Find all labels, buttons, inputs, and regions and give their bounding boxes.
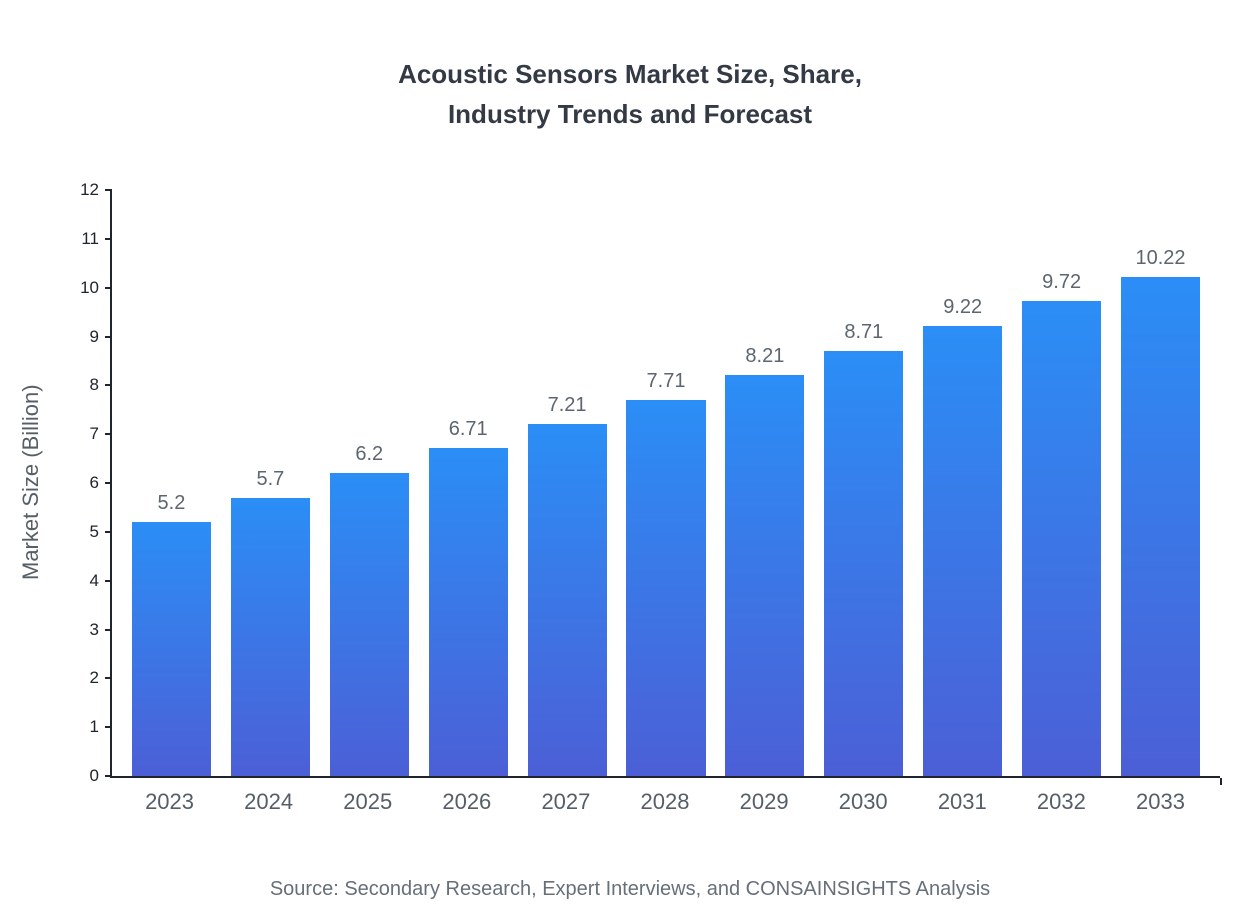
bar-value-label: 7.21	[547, 393, 587, 416]
bar-slot-2028: 7.71	[617, 190, 716, 776]
y-tick-mark	[105, 482, 112, 484]
y-tick-label: 10	[80, 277, 99, 297]
y-tick-7: 7	[75, 424, 112, 444]
bar-rect-2029	[725, 375, 805, 776]
bar-slot-2033: 10.22	[1111, 190, 1210, 776]
x-tick-label-2024: 2024	[244, 789, 294, 814]
y-tick-0: 0	[75, 766, 112, 786]
y-tick-9: 9	[75, 327, 112, 347]
y-tick-11: 11	[75, 229, 112, 249]
bar-rect-2028	[626, 399, 706, 776]
y-tick-3: 3	[75, 620, 112, 640]
x-tick-label-2033: 2033	[1136, 789, 1185, 814]
bar-slot-2032: 9.72	[1012, 190, 1111, 776]
bar-slot-2027: 7.21	[518, 190, 617, 776]
y-tick-label: 0	[89, 766, 99, 785]
bar-rect-2024	[230, 497, 310, 776]
bar-rect-2033	[1120, 276, 1201, 776]
y-tick-4: 4	[75, 571, 112, 591]
y-tick-label: 7	[89, 424, 99, 444]
y-tick-label: 5	[89, 521, 99, 541]
bar-rect-2032	[1022, 301, 1102, 776]
y-tick-mark	[105, 726, 112, 729]
y-tick-mark	[105, 579, 112, 582]
x-tick-label-2023: 2023	[145, 789, 195, 814]
source-note: Source: Secondary Research, Expert Inter…	[269, 878, 991, 900]
y-tick-label: 9	[89, 326, 99, 346]
y-tick-1: 1	[75, 717, 112, 737]
y-tick-10: 10	[75, 278, 112, 298]
bar-rect-2031	[923, 325, 1003, 776]
y-tick-5: 5	[75, 522, 112, 542]
y-tick-label: 3	[89, 619, 99, 639]
y-tick-mark	[105, 335, 112, 338]
y-tick-mark	[105, 433, 112, 436]
x-tick-label-2028: 2028	[640, 789, 690, 814]
bar-value-label: 6.2	[355, 443, 384, 466]
bar-value-label: 7.71	[646, 369, 686, 392]
bar-value-label: 9.72	[1042, 271, 1082, 294]
y-tick-12: 12	[75, 180, 112, 200]
y-tick-label: 12	[80, 180, 99, 199]
y-tick-mark	[105, 628, 112, 631]
x-tick-label-2030: 2030	[838, 789, 888, 814]
y-tick-label: 8	[89, 375, 99, 395]
x-tick-label-2025: 2025	[343, 789, 393, 814]
bar-slot-2023: 5.2	[122, 190, 221, 776]
y-tick-label: 11	[81, 228, 99, 248]
bar-slot-2026: 6.71	[419, 190, 518, 776]
y-tick-label: 1	[89, 717, 99, 737]
bar-value-label: 8.21	[745, 345, 785, 368]
y-tick-mark	[105, 286, 112, 289]
plot-area: 0 1 2 3 4 5 6 7 8 9 10 11 12 5.2 5.7 6.2 6.71 7.21 7.71 8.2…	[80, 180, 1222, 785]
bar-value-label: 6.71	[448, 418, 488, 441]
x-tick-label-2027: 2027	[541, 789, 591, 814]
bar-chart: 0 1 2 3 4 5 6 7 8 9 10 11 12 5.2 5.7 6.2 6.71 7.21 7.71 8.2…	[80, 180, 1222, 815]
bar-rect-2025	[329, 473, 409, 776]
x-tick-label-2032: 2032	[1036, 789, 1086, 814]
x-tick-label-2029: 2029	[739, 789, 789, 814]
y-tick-8: 8	[75, 375, 112, 395]
bar-slot-2024: 5.7	[221, 190, 320, 776]
bar-value-label: 10.22	[1135, 246, 1186, 269]
y-tick-2: 2	[75, 668, 112, 688]
y-tick-mark	[105, 237, 112, 240]
bar-value-label: 8.71	[844, 320, 884, 343]
x-axis-labels: 2023 2024 2025 2026 2027 2028 2029 2030 2031 2032…	[110, 789, 1220, 815]
chart-title: Acoustic Sensors Market Size, Share, Ind…	[398, 59, 862, 130]
bar-slot-2030: 8.71	[814, 190, 913, 776]
bar-rect-2027	[527, 423, 607, 776]
y-tick-mark	[105, 775, 112, 777]
bar-value-label: 9.22	[943, 295, 983, 318]
y-tick-label: 4	[89, 570, 99, 590]
bar-rect-2030	[824, 350, 904, 776]
bar-slot-2029: 8.21	[715, 190, 814, 776]
bar-rect-2026	[428, 448, 508, 776]
bar-value-label: 5.2	[157, 492, 186, 515]
bar-slot-2025: 6.2	[320, 190, 419, 776]
y-tick-label: 6	[89, 473, 99, 492]
bar-value-label: 5.7	[256, 467, 285, 490]
y-tick-mark	[105, 677, 112, 680]
y-tick-mark	[105, 530, 112, 533]
y-tick-label: 2	[89, 668, 99, 688]
y-axis-title: Market Size (Billion)	[18, 384, 43, 581]
y-tick-mark	[105, 384, 112, 387]
bar-rect-2023	[131, 522, 212, 776]
x-tick-label-2026: 2026	[442, 789, 492, 814]
y-tick-6: 6	[75, 473, 112, 493]
y-tick-mark	[105, 189, 112, 191]
bar-slot-2031: 9.22	[913, 190, 1012, 776]
x-tick-label-2031: 2031	[937, 789, 987, 814]
